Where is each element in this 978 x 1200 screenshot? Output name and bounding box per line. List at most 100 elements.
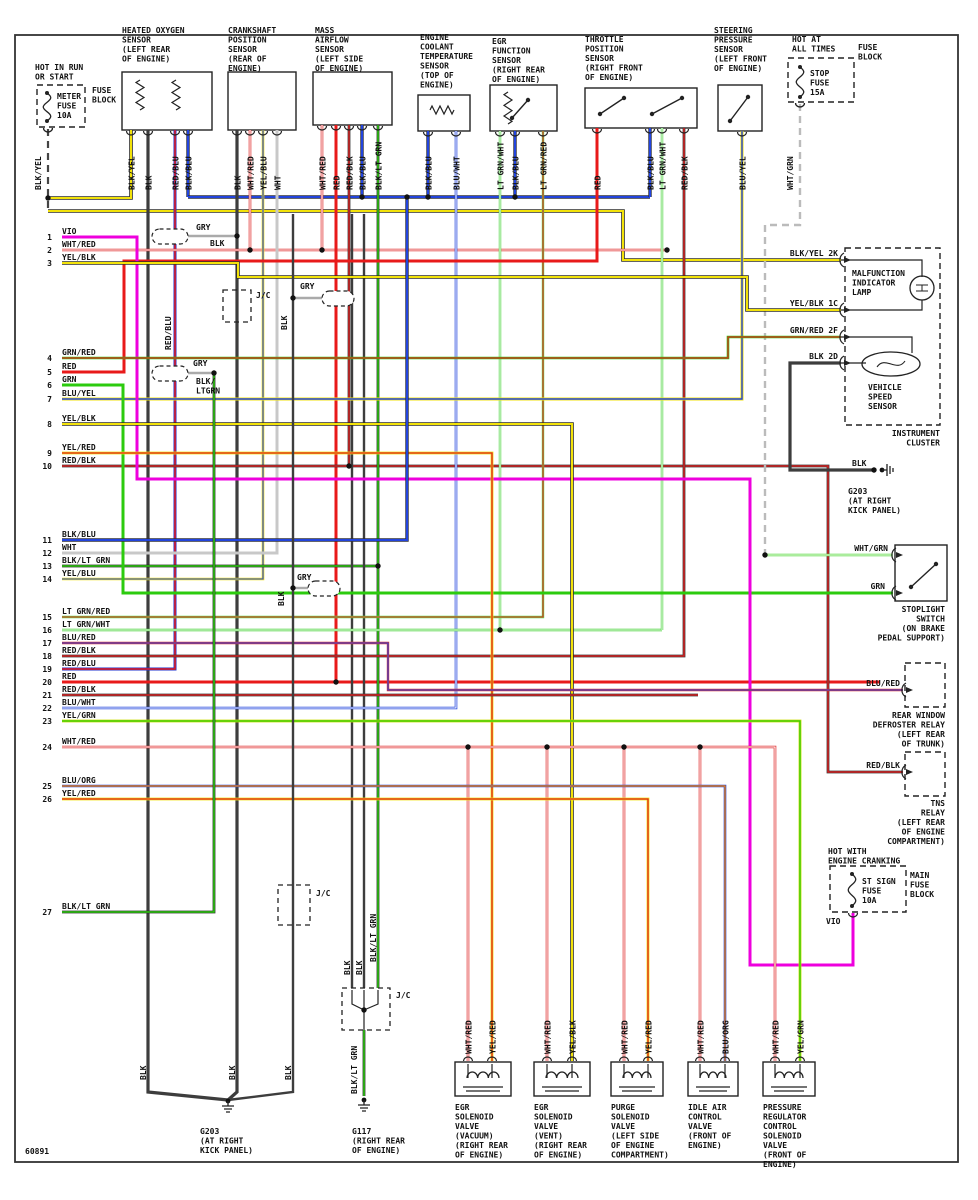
resistor-icon (170, 79, 182, 111)
row-label-4: GRN/RED (62, 348, 96, 357)
idle-air-control-valve-box (687, 1061, 739, 1097)
row-number-25: 25 (42, 782, 52, 791)
pressure-regulator-solenoid-valve-pin-label: WHT/RED (772, 1020, 781, 1054)
row-label-18: RED/BLK (62, 646, 96, 655)
egr-solenoid-valve-vacuum-pin-cup (462, 1056, 474, 1062)
gry-label-3: GRY (193, 359, 208, 368)
wire-core-row26-yelred-purge (62, 798, 649, 1061)
junction-dot (333, 679, 339, 685)
wire-oxy-blkyel (48, 130, 133, 200)
inline-connector-1 (151, 228, 189, 245)
heated-oxygen-sensor-pin-cup (169, 130, 181, 136)
wire-row11-blkblu (62, 197, 409, 542)
resistor-icon (429, 104, 455, 116)
purge-solenoid-valve-pin-label: WHT/RED (621, 1020, 630, 1054)
idle-air-control-valve-pin-label: WHT/RED (697, 1020, 706, 1054)
wire-core-row17-blured-defroster (62, 642, 903, 691)
coil-icon (622, 1071, 652, 1079)
row-number-9: 9 (47, 449, 52, 458)
throttle-position-sensor-pin-label: RED/BLK (681, 156, 690, 190)
row-number-23: 23 (42, 717, 52, 726)
wire-core-row7-bluyel-steering (62, 131, 743, 400)
wire-row6-grn-stoplight (62, 383, 893, 595)
fuse-dot (45, 119, 49, 123)
throttle-position-sensor-pin-cup (644, 128, 656, 134)
switch-dot (525, 97, 531, 103)
wire-egr-ltgrnred-row15 (62, 131, 545, 619)
egr-function-sensor-pin-label: LT GRN/WHT (497, 142, 506, 190)
coil-icon (545, 1071, 579, 1079)
wire-core-oxy-redblu-row19 (62, 130, 176, 670)
switch-arrow-icon (729, 96, 749, 122)
wire-vss-blk-2d-gnd (788, 361, 874, 472)
mass-airflow-sensor-pin-cup (330, 125, 342, 131)
junction-dot (497, 627, 503, 633)
resistor-icon (502, 91, 514, 125)
row-label-22: BLU/WHT (62, 698, 96, 707)
wire-core-row18-redblk-tps (62, 128, 685, 657)
pressure-regulator-solenoid-valve-pin-cup (794, 1056, 806, 1062)
tns-relay-box (904, 751, 946, 797)
junction-dot (290, 585, 296, 591)
coil-icon (699, 1071, 727, 1079)
connector-arrow-icon (896, 590, 903, 596)
meter-fuse-block-pin-label: BLK/YEL (34, 156, 43, 190)
junction-dot (621, 744, 627, 750)
connector-arc-icon (839, 329, 845, 345)
switch-arrow-icon (599, 97, 625, 115)
egr-function-sensor-pin-cup (494, 131, 506, 137)
junction-dot (211, 370, 217, 376)
throttle-position-sensor-box (584, 87, 698, 129)
wire-core-row24-whtred (62, 746, 776, 1061)
crankshaft-position-sensor-box (227, 71, 297, 131)
egr-solenoid-valve-vent-pin-label: YEL/BLK (569, 1020, 578, 1054)
blk-label-1: BLK (210, 239, 225, 248)
pressure-regulator-solenoid-valve-box (762, 1061, 816, 1097)
row-label-25: BLU/ORG (62, 776, 96, 785)
row-number-11: 11 (42, 536, 52, 545)
row-number-4: 4 (47, 354, 52, 363)
row-number-1: 1 (47, 233, 52, 242)
row-label-27: BLK/LT GRN (62, 902, 110, 911)
mass-airflow-sensor-pin-label: RED (333, 175, 342, 190)
connector-arc-icon (891, 547, 897, 563)
row-label-13: BLK/LT GRN (62, 556, 110, 565)
blkltgrn-vlabel-2: BLK/LT GRN (350, 1046, 359, 1094)
vio-label: VIO (826, 917, 841, 926)
row-label-23: YEL/GRN (62, 711, 96, 720)
engine-coolant-temp-sensor-pin-label: BLK/BLU (425, 156, 434, 190)
throttle-position-sensor-pin-cup (591, 128, 603, 134)
whtgrn-label: WHT/GRN (854, 544, 888, 553)
fuse-block-label-left: FUSE BLOCK (92, 86, 116, 105)
row-label-10: RED/BLK (62, 456, 96, 465)
coil-core (542, 1086, 582, 1092)
hot-at-all-times-label: HOT AT ALL TIMES (792, 35, 836, 54)
connector-arrow-icon (906, 769, 913, 775)
pressure-reg-title: PRESSURE REGULATOR CONTROL SOLENOID VALVE (FR… (763, 1103, 807, 1169)
row-number-3: 3 (47, 259, 52, 268)
pressure-regulator-solenoid-valve-pin-label: YEL/GRN (797, 1020, 806, 1054)
row-number-15: 15 (42, 613, 52, 622)
fuse-dot (798, 95, 802, 99)
junction-dot (359, 194, 365, 200)
hot-with-cranking-label: HOT WITH ENGINE CRANKING (828, 847, 900, 866)
idle-air-control-valve-pin-label: BLU/ORG (722, 1020, 731, 1054)
mass-airflow-sensor-pin-label: BLK/LT GRN (375, 142, 384, 190)
wire-core-row25-bluorg-idle (62, 785, 726, 1061)
connector-arrow-icon (844, 307, 851, 313)
row-label-12: WHT (62, 543, 77, 552)
row-number-17: 17 (42, 639, 52, 648)
pin-2f-label: GRN/RED 2F (790, 326, 838, 335)
meter-fuse-label: METER FUSE 10A (57, 92, 81, 120)
row-label-20: RED (62, 672, 77, 681)
connector-arc-icon (901, 682, 907, 698)
row-number-10: 10 (42, 462, 52, 471)
throttle-position-sensor-pin-label: LT GRN/WHT (659, 142, 668, 190)
meter-fuse-block-box (36, 84, 86, 128)
inline-connector-2 (321, 290, 355, 307)
fuse-dot (850, 904, 854, 908)
junction-dot (346, 463, 352, 469)
coil-icon (774, 1071, 804, 1079)
